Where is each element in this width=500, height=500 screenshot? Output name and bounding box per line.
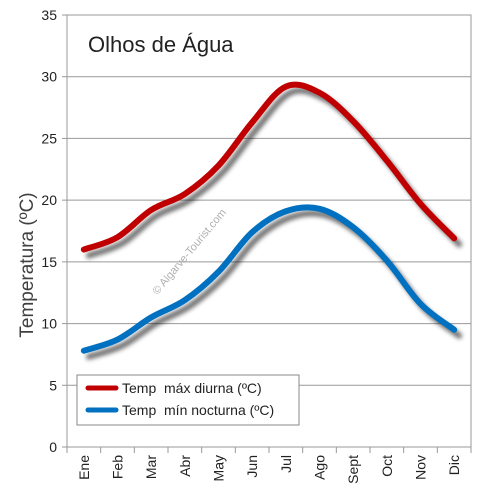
y-tick-label: 20 [41, 192, 57, 208]
y-tick-label: 5 [49, 377, 57, 393]
y-tick-label: 25 [41, 130, 57, 146]
y-tick-label: 30 [41, 69, 57, 85]
legend-label-min: Temp mín nocturna (ºC) [122, 402, 274, 418]
y-axis-label: Temperatura (ºC) [17, 192, 38, 337]
x-axis-ticks: Ene Feb Mar Abr May Jun Jul Ago Sept Oct Nov Dic [66, 447, 472, 484]
legend-box [76, 374, 300, 426]
series-shadow [85, 87, 463, 259]
x-tick-label: Abr [177, 455, 193, 477]
x-tick-label: Sept [345, 455, 361, 484]
chart-title: Olhos de Água [88, 32, 234, 57]
x-tick-label: May [211, 455, 227, 481]
legend: Temp máx diurna (ºC) Temp mín nocturna (… [76, 374, 300, 426]
series-line-min [80, 204, 458, 354]
y-tick-label: 10 [41, 316, 57, 332]
x-tick-label: Oct [379, 455, 395, 477]
series-shadows [85, 87, 463, 360]
x-tick-label: Mar [143, 455, 159, 479]
x-tick-label: Feb [110, 455, 126, 479]
y-tick-label: 0 [49, 439, 57, 455]
x-tick-label: Jun [244, 455, 260, 478]
y-tick-label: 35 [41, 7, 57, 23]
x-tick-label: Jul [278, 455, 294, 473]
x-tick-label: Dic [446, 455, 462, 475]
series-line-max [80, 81, 458, 253]
x-tick-label: Ene [76, 455, 92, 480]
x-tick-label: Ago [312, 455, 328, 480]
y-tick-label: 15 [41, 254, 57, 270]
x-tick-label: Nov [413, 455, 429, 480]
y-axis-ticks: 0 5 10 15 20 25 30 35 [41, 7, 67, 455]
legend-label-max: Temp máx diurna (ºC) [122, 380, 262, 396]
plot-area-border [66, 14, 472, 448]
series-lines [80, 81, 458, 354]
